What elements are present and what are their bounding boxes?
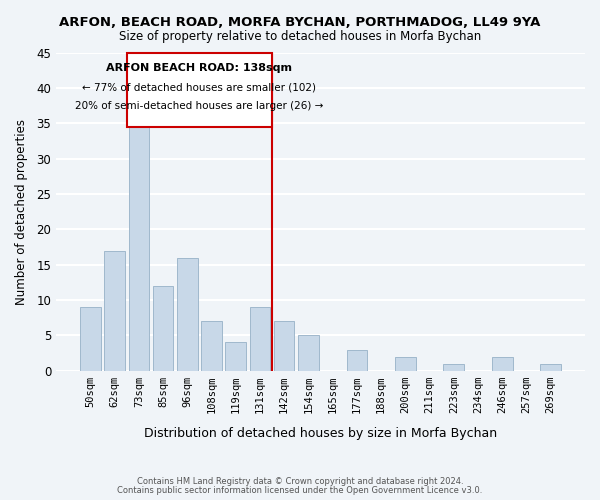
Text: ARFON, BEACH ROAD, MORFA BYCHAN, PORTHMADOG, LL49 9YA: ARFON, BEACH ROAD, MORFA BYCHAN, PORTHMA…: [59, 16, 541, 30]
Text: 20% of semi-detached houses are larger (26) →: 20% of semi-detached houses are larger (…: [75, 100, 323, 110]
Text: ARFON BEACH ROAD: 138sqm: ARFON BEACH ROAD: 138sqm: [106, 63, 292, 73]
Bar: [443, 364, 464, 371]
Text: Contains HM Land Registry data © Crown copyright and database right 2024.: Contains HM Land Registry data © Crown c…: [137, 477, 463, 486]
Bar: [153, 286, 173, 371]
Bar: [226, 342, 246, 371]
Bar: [541, 364, 561, 371]
Bar: [201, 321, 222, 371]
Bar: [274, 321, 295, 371]
Bar: [104, 250, 125, 371]
Bar: [128, 116, 149, 371]
Bar: [395, 356, 416, 371]
Bar: [80, 307, 101, 371]
FancyBboxPatch shape: [127, 52, 272, 127]
X-axis label: Distribution of detached houses by size in Morfa Bychan: Distribution of detached houses by size …: [144, 427, 497, 440]
Bar: [250, 307, 270, 371]
Bar: [347, 350, 367, 371]
Bar: [492, 356, 512, 371]
Text: ← 77% of detached houses are smaller (102): ← 77% of detached houses are smaller (10…: [82, 82, 316, 92]
Text: Contains public sector information licensed under the Open Government Licence v3: Contains public sector information licen…: [118, 486, 482, 495]
Bar: [298, 336, 319, 371]
Text: Size of property relative to detached houses in Morfa Bychan: Size of property relative to detached ho…: [119, 30, 481, 43]
Y-axis label: Number of detached properties: Number of detached properties: [15, 118, 28, 304]
Bar: [177, 258, 197, 371]
